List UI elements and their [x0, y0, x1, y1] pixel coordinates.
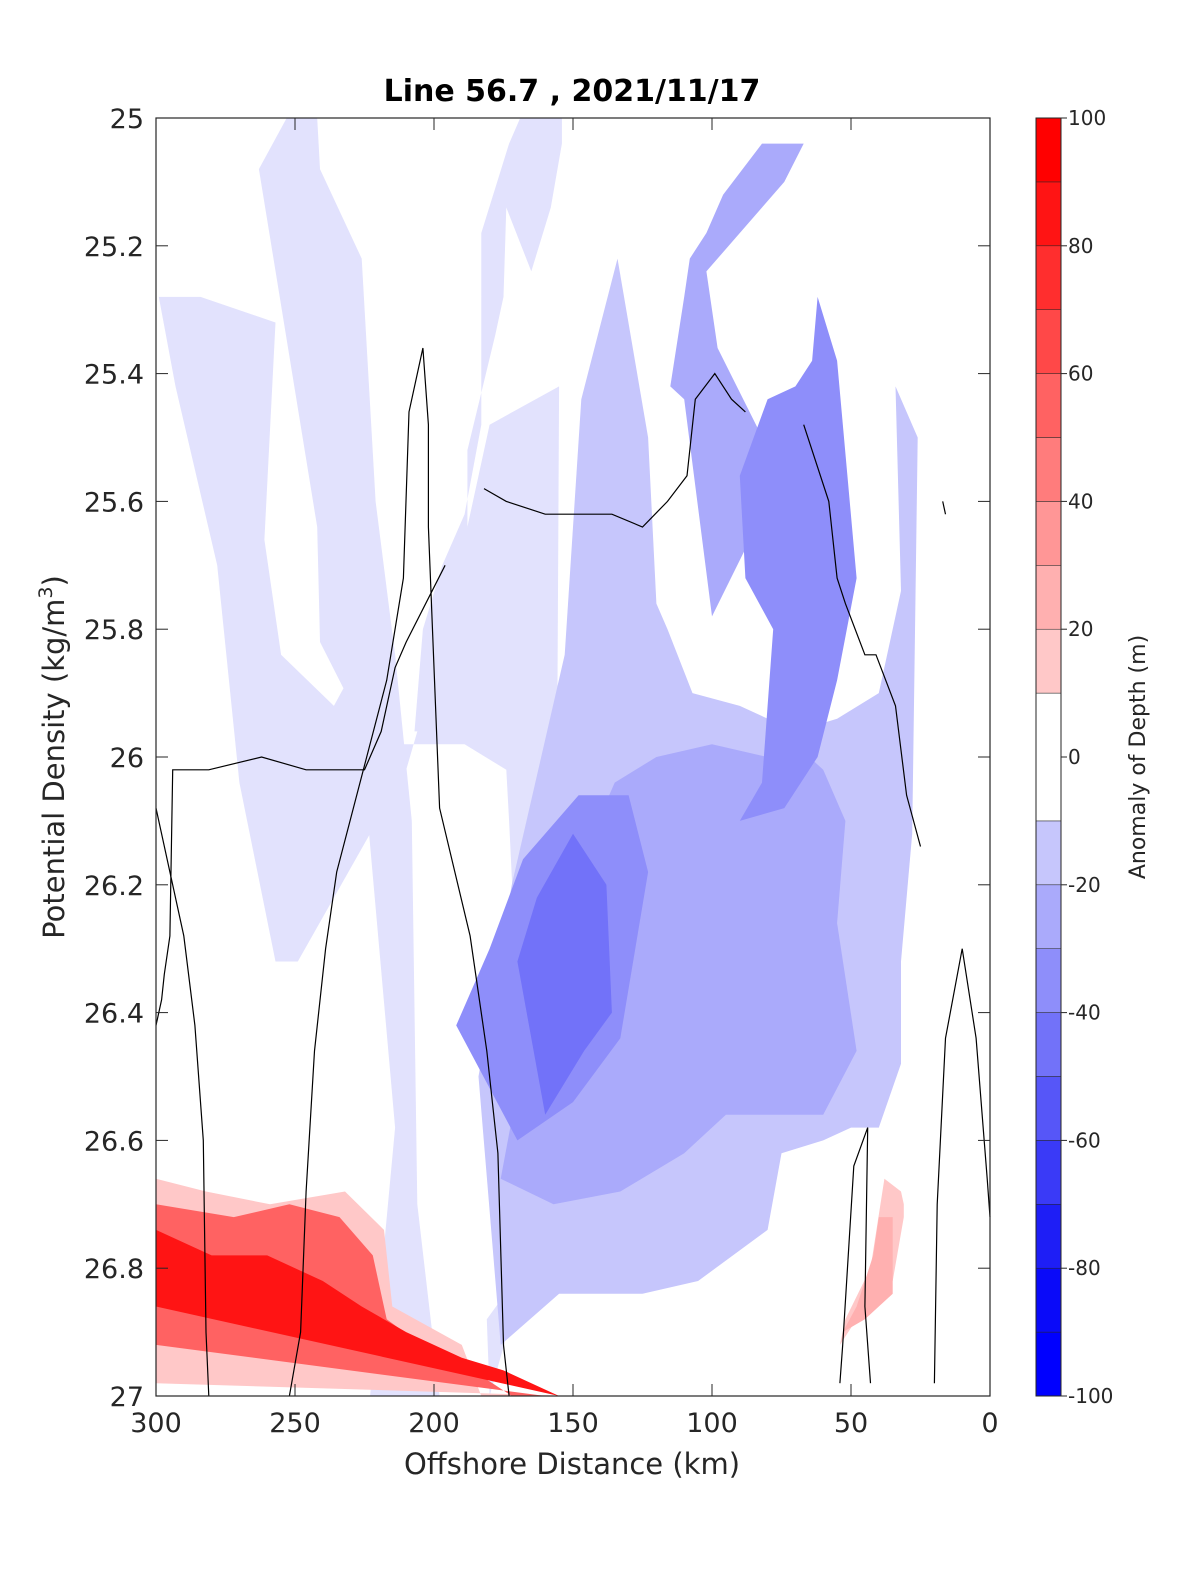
colorbar: 100 80 60 40 20 0 -20 -40 -60 -80 -100: [1035, 106, 1113, 1408]
colorbar-cell: [1035, 948, 1062, 1013]
contour-region-6: [739, 296, 857, 821]
colorbar-cell: [1035, 501, 1062, 566]
zero-contour-line-5: [839, 1127, 872, 1384]
colorbar-cell: [1035, 245, 1062, 310]
colorbar-cell: [1035, 1012, 1062, 1077]
colorbar-cell: [1035, 437, 1062, 502]
y-tick-label: 26.8: [84, 1254, 144, 1285]
colorbar-cell: [1035, 1204, 1062, 1269]
colorbar-tick-label: 20: [1068, 617, 1093, 641]
x-tick-label: 100: [686, 1408, 738, 1439]
colorbar-cell: [1035, 309, 1062, 374]
zero-contour-line-3: [483, 372, 746, 528]
colorbar-cell: [1035, 181, 1062, 247]
colorbar-tick-label: 60: [1068, 362, 1093, 386]
zero-contour-line-6: [933, 948, 991, 1384]
y-tick-label: 25.6: [84, 487, 144, 518]
zero-contour-line-0: [155, 807, 210, 1397]
colorbar-tick-label: 100: [1068, 106, 1106, 130]
colorbar-tick-label: -100: [1068, 1384, 1113, 1408]
colorbar-cell: [1035, 373, 1062, 438]
contour-region-11: [156, 1229, 560, 1396]
colorbar-tick-label: 40: [1068, 489, 1093, 513]
y-tick-label: 25.4: [84, 360, 144, 391]
y-tick-label: 26.4: [84, 999, 144, 1030]
colorbar-tick-label: 80: [1068, 234, 1093, 258]
colorbar-cell: [1035, 565, 1062, 630]
contour-region-13: [842, 1217, 893, 1333]
zero-contour-line-7: [942, 501, 947, 515]
y-tick-label: 25.2: [84, 232, 144, 263]
x-tick-label: 150: [547, 1408, 599, 1439]
zero-contour-line-1: [288, 347, 510, 1397]
colorbar-cell: [1035, 1140, 1062, 1205]
colorbar-tick-label: 0: [1068, 745, 1081, 769]
plot-area: 300 250 200 150 100 50 0 2525.225.425.625.8262…: [84, 104, 999, 1439]
x-tick-label: 300: [130, 1408, 182, 1439]
colorbar-cell: [1035, 1076, 1062, 1141]
x-axis-ticks: 300 250 200 150 100 50 0: [130, 118, 999, 1439]
colorbar-tick-label: -60: [1068, 1128, 1101, 1152]
colorbar-cell: [1035, 1267, 1062, 1333]
zero-contour-line-4: [803, 424, 922, 847]
colorbar-tick-label: -40: [1068, 1001, 1101, 1025]
y-axis-label: Potential Density (kg/m3): [35, 575, 71, 939]
contour-region-2: [414, 118, 562, 732]
y-tick-label: 27: [110, 1382, 144, 1413]
colorbar-cell: [1035, 628, 1062, 694]
y-tick-label: 26.2: [84, 871, 144, 902]
colorbar-cell: [1035, 884, 1062, 949]
chart-title: Line 56.7 , 2021/11/17: [384, 74, 761, 109]
colorbar-cell: [1035, 820, 1062, 886]
contour-fill-layer: [156, 118, 918, 1396]
y-axis-ticks: 25 25.2 25.4 25.6 25.8 26 26.2 26.4 26.6 26.8 27: [84, 104, 990, 1413]
y-tick-label: 26.6: [84, 1126, 144, 1157]
x-tick-label: 200: [408, 1408, 460, 1439]
contour-region-0: [258, 118, 440, 1396]
colorbar-label: Anomaly of Depth (m): [1126, 635, 1151, 879]
colorbar-cell: [1035, 692, 1062, 822]
x-axis-label: Offshore Distance (km): [404, 1447, 740, 1481]
y-tick-label: 26: [110, 743, 144, 774]
colorbar-tick-label: -20: [1068, 873, 1101, 897]
contour-region-8: [517, 833, 612, 1115]
x-tick-label: 50: [834, 1408, 868, 1439]
colorbar-cell: [1035, 1331, 1062, 1397]
y-tick-label: 25.8: [84, 615, 144, 646]
zero-contour-line-2: [155, 565, 446, 1026]
x-tick-label: 250: [269, 1408, 321, 1439]
colorbar-cell: [1035, 117, 1062, 183]
zero-contour-layer: [155, 347, 991, 1397]
colorbar-tick-label: -80: [1068, 1256, 1101, 1280]
y-tick-label: 25: [110, 104, 144, 135]
x-tick-label: 0: [981, 1408, 998, 1439]
